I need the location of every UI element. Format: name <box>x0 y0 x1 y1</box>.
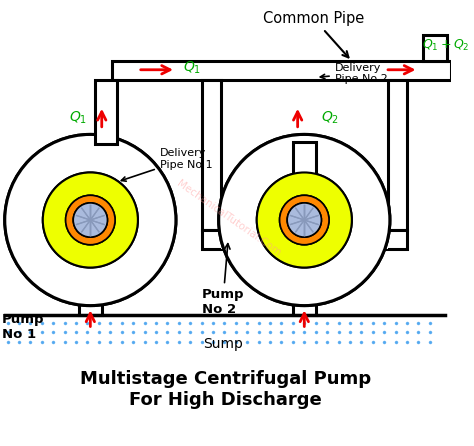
Bar <box>220 230 388 248</box>
Circle shape <box>257 173 352 268</box>
Text: Delivery
Pipe No 2: Delivery Pipe No 2 <box>320 62 387 84</box>
Text: Common Pipe: Common Pipe <box>263 11 365 58</box>
Text: Delivery
Pipe No 1: Delivery Pipe No 1 <box>121 148 212 181</box>
Circle shape <box>257 173 352 268</box>
Text: $Q_1$: $Q_1$ <box>182 60 201 76</box>
Text: Multistage Centrifugal Pump
For High Discharge: Multistage Centrifugal Pump For High Dis… <box>80 370 371 409</box>
Circle shape <box>287 203 321 237</box>
Text: Pump
No 2: Pump No 2 <box>201 244 244 316</box>
Circle shape <box>43 173 138 268</box>
Circle shape <box>280 195 329 245</box>
Circle shape <box>73 203 108 237</box>
Bar <box>201 230 407 248</box>
Circle shape <box>65 195 115 245</box>
Text: Pump
No 1: Pump No 1 <box>2 313 45 341</box>
Circle shape <box>5 134 176 306</box>
Text: $Q_2$: $Q_2$ <box>321 109 339 125</box>
Text: $Q_1$: $Q_1$ <box>69 109 88 125</box>
Bar <box>95 80 117 144</box>
Text: MechanicalTutorial.Com: MechanicalTutorial.Com <box>174 178 282 258</box>
Bar <box>112 61 451 80</box>
Circle shape <box>65 195 115 245</box>
Circle shape <box>73 203 108 237</box>
Bar <box>293 298 316 315</box>
Bar <box>423 35 447 61</box>
Bar <box>388 80 407 230</box>
Text: Sump: Sump <box>203 337 244 351</box>
Text: $Q_1+Q_2$: $Q_1+Q_2$ <box>422 37 470 53</box>
Bar <box>293 142 316 230</box>
Bar <box>201 80 220 230</box>
Circle shape <box>43 173 138 268</box>
Circle shape <box>5 134 176 306</box>
Circle shape <box>287 203 321 237</box>
Circle shape <box>280 195 329 245</box>
Circle shape <box>219 134 390 306</box>
Circle shape <box>219 134 390 306</box>
Bar <box>79 298 102 315</box>
